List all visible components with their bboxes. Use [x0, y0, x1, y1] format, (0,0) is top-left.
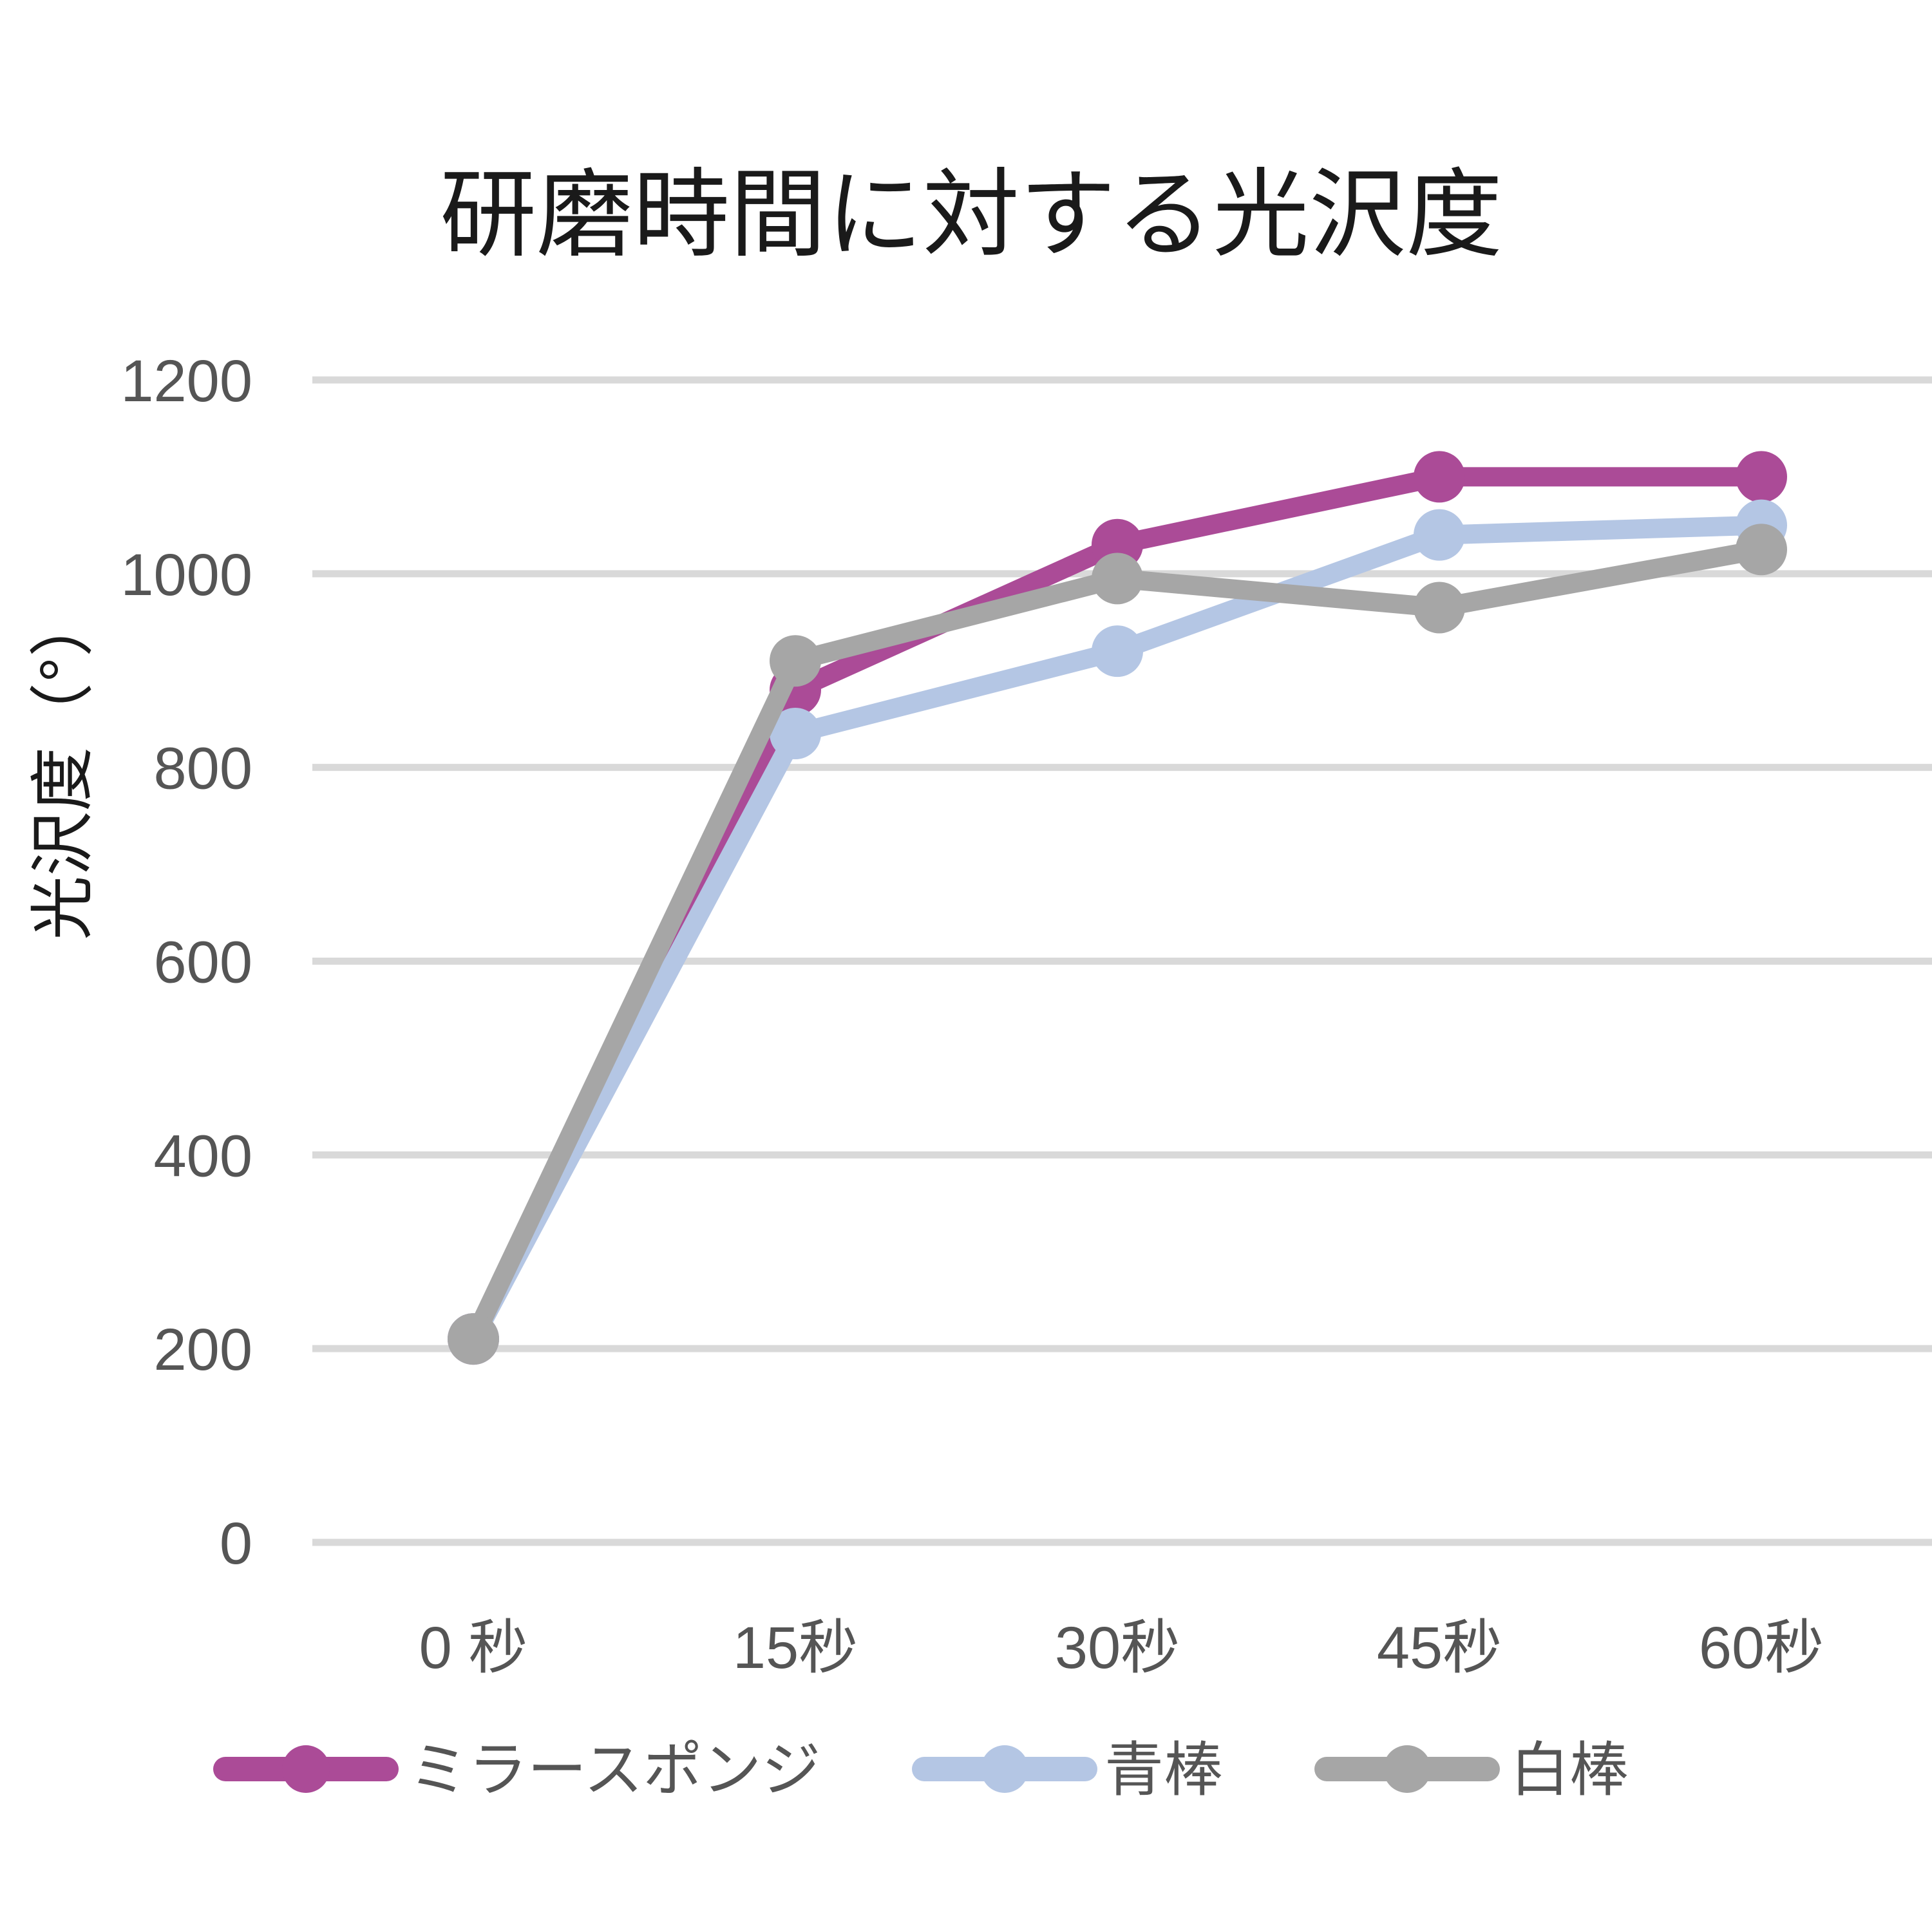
legend-marker-2 — [1383, 1745, 1431, 1793]
series-2 — [448, 524, 1787, 1365]
y-tick-label-200: 200 — [154, 1317, 253, 1383]
x-tick-label-2: 30秒 — [1055, 1615, 1180, 1681]
x-tick-label-3: 45秒 — [1377, 1615, 1502, 1681]
data-point-0-4 — [1736, 451, 1787, 503]
y-tick-label-600: 600 — [154, 930, 253, 996]
x-tick-label-4: 60秒 — [1699, 1615, 1824, 1681]
legend-item-2: 白棒 — [1314, 1738, 1629, 1803]
data-point-1-3 — [1414, 509, 1465, 561]
data-point-1-2 — [1092, 625, 1143, 677]
data-point-2-4 — [1736, 524, 1787, 576]
y-tick-label-1200: 1200 — [120, 348, 252, 414]
y-tick-label-800: 800 — [154, 736, 253, 802]
data-point-2-1 — [770, 635, 821, 687]
legend-item-1: 青棒 — [912, 1738, 1223, 1803]
legend-label-2: 白棒 — [1510, 1738, 1629, 1803]
data-point-2-0 — [448, 1313, 499, 1365]
data-point-1-1 — [770, 708, 821, 760]
chart-title: 研磨時間に対する光沢度 — [440, 160, 1502, 269]
y-tick-label-400: 400 — [154, 1123, 253, 1189]
x-tick-label-0: 0 秒 — [419, 1615, 528, 1681]
legend-label-1: 青棒 — [1104, 1738, 1223, 1803]
legend-item-0: ミラースポンジ — [213, 1738, 820, 1803]
y-tick-label-0: 0 — [220, 1511, 252, 1577]
y-axis-ticks: 0 200 400 600 800 1000 1200 — [120, 348, 252, 1577]
legend: ミラースポンジ 青棒 白棒 — [213, 1738, 1629, 1803]
legend-marker-0 — [282, 1745, 330, 1793]
x-tick-label-1: 15秒 — [733, 1615, 858, 1681]
data-point-2-3 — [1414, 582, 1465, 634]
series-1 — [448, 499, 1787, 1365]
legend-label-0: ミラースポンジ — [409, 1738, 820, 1803]
x-axis-ticks: 0 秒 15秒 30秒 45秒 60秒 — [419, 1615, 1824, 1681]
y-tick-label-1000: 1000 — [120, 542, 252, 608]
series-line-0 — [464, 467, 1771, 1349]
data-point-0-3 — [1414, 451, 1465, 503]
legend-marker-1 — [981, 1745, 1028, 1793]
series-lines — [448, 451, 1787, 1365]
data-point-2-2 — [1092, 553, 1143, 605]
y-axis-label: 光沢度（°） — [27, 592, 99, 940]
